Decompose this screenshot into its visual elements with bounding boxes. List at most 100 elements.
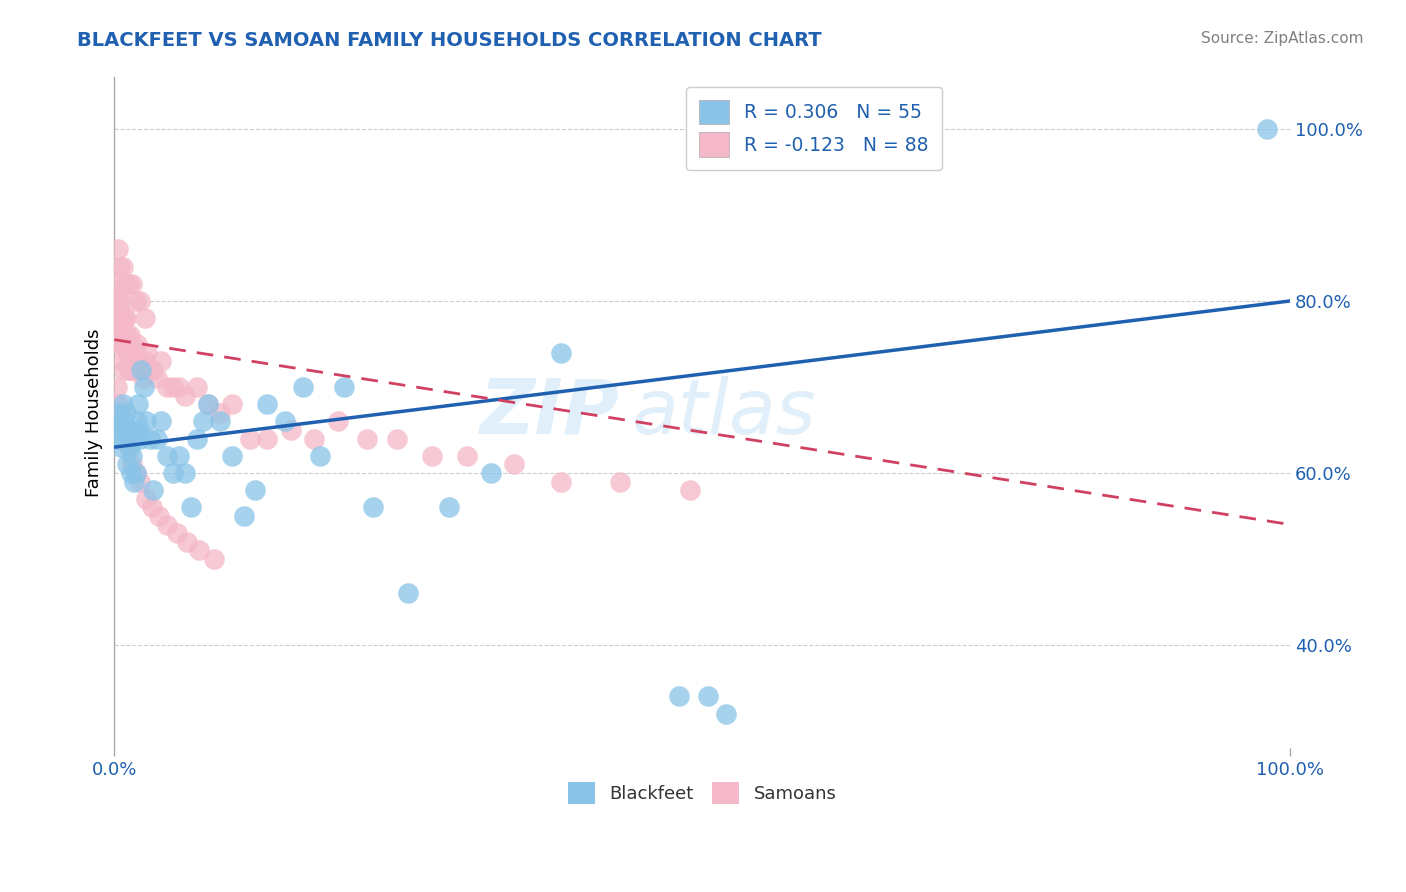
Point — [129, 354, 152, 368]
Point — [121, 449, 143, 463]
Point — [114, 277, 136, 291]
Point — [138, 363, 160, 377]
Point — [117, 345, 139, 359]
Point — [326, 414, 349, 428]
Point — [124, 293, 146, 308]
Point — [291, 380, 314, 394]
Point — [122, 432, 145, 446]
Point — [145, 371, 167, 385]
Point — [239, 432, 262, 446]
Point — [112, 423, 135, 437]
Point — [111, 354, 134, 368]
Point — [138, 432, 160, 446]
Point — [107, 397, 129, 411]
Point — [114, 423, 136, 437]
Point — [124, 475, 146, 489]
Point — [162, 380, 184, 394]
Point — [503, 458, 526, 472]
Point — [121, 337, 143, 351]
Point — [104, 293, 127, 308]
Point — [117, 345, 139, 359]
Point — [111, 397, 134, 411]
Point — [127, 363, 149, 377]
Point — [121, 277, 143, 291]
Point — [166, 526, 188, 541]
Point — [361, 500, 384, 515]
Point — [202, 552, 225, 566]
Point — [120, 466, 142, 480]
Point — [167, 380, 190, 394]
Point — [117, 277, 139, 291]
Point — [112, 337, 135, 351]
Point — [117, 423, 139, 437]
Point — [714, 706, 737, 721]
Text: ZIP: ZIP — [481, 376, 620, 450]
Point — [117, 458, 139, 472]
Point — [135, 491, 157, 506]
Point — [142, 483, 165, 497]
Point — [135, 414, 157, 428]
Point — [479, 466, 502, 480]
Point — [107, 285, 129, 300]
Point — [115, 406, 138, 420]
Point — [118, 345, 141, 359]
Point — [107, 432, 129, 446]
Point — [191, 414, 214, 428]
Point — [180, 500, 202, 515]
Point — [108, 302, 131, 317]
Point — [111, 260, 134, 274]
Point — [150, 354, 173, 368]
Point — [309, 449, 332, 463]
Point — [150, 414, 173, 428]
Point — [356, 432, 378, 446]
Point — [115, 337, 138, 351]
Point — [128, 423, 150, 437]
Point — [174, 388, 197, 402]
Point — [120, 363, 142, 377]
Text: Source: ZipAtlas.com: Source: ZipAtlas.com — [1201, 31, 1364, 46]
Point — [156, 449, 179, 463]
Point — [105, 380, 128, 394]
Point — [197, 397, 219, 411]
Point — [609, 475, 631, 489]
Point — [668, 690, 690, 704]
Point — [232, 508, 254, 523]
Point — [108, 406, 131, 420]
Point — [110, 440, 132, 454]
Legend: Blackfeet, Samoans: Blackfeet, Samoans — [560, 772, 845, 813]
Point — [176, 534, 198, 549]
Point — [209, 406, 232, 420]
Point — [108, 328, 131, 343]
Point — [221, 449, 243, 463]
Point — [105, 414, 128, 428]
Point — [141, 500, 163, 515]
Point — [162, 466, 184, 480]
Point — [112, 363, 135, 377]
Y-axis label: Family Households: Family Households — [86, 328, 103, 497]
Point — [304, 432, 326, 446]
Point — [142, 363, 165, 377]
Point — [131, 363, 153, 377]
Point — [110, 414, 132, 428]
Point — [105, 311, 128, 326]
Point — [174, 466, 197, 480]
Point — [129, 432, 152, 446]
Point — [124, 345, 146, 359]
Point — [114, 311, 136, 326]
Point — [134, 354, 156, 368]
Point — [115, 311, 138, 326]
Point — [156, 380, 179, 394]
Point — [127, 397, 149, 411]
Point — [197, 397, 219, 411]
Point — [396, 586, 419, 600]
Point — [550, 475, 572, 489]
Point — [156, 517, 179, 532]
Point — [110, 337, 132, 351]
Point — [124, 466, 146, 480]
Point — [245, 483, 267, 497]
Point — [110, 311, 132, 326]
Point — [134, 311, 156, 326]
Point — [256, 397, 278, 411]
Point — [385, 432, 408, 446]
Point — [256, 432, 278, 446]
